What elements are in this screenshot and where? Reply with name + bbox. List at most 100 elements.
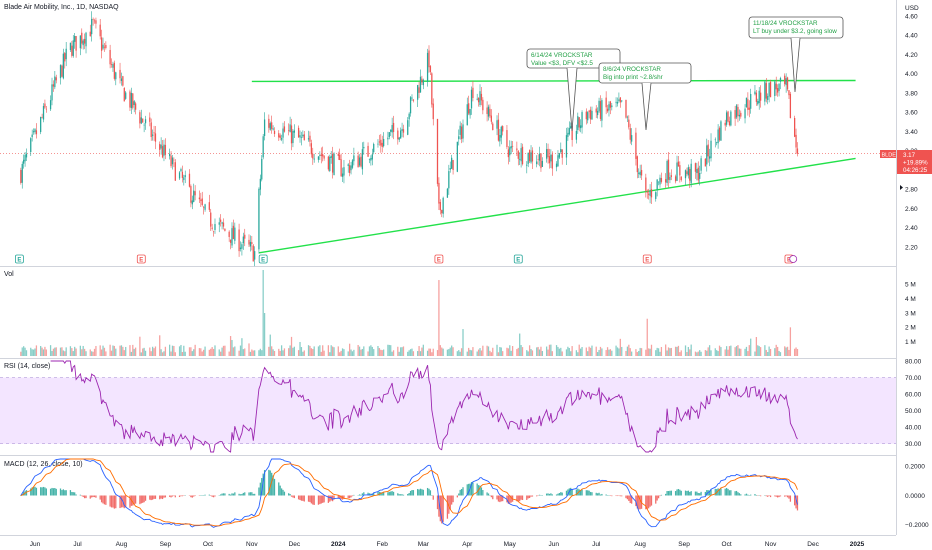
earnings-event-icon[interactable]: E: [513, 254, 523, 264]
macd-hist-bar: [487, 493, 490, 496]
macd-hist-bar: [690, 491, 692, 496]
candle-body: [540, 153, 542, 169]
macd-hist-bar: [755, 494, 758, 496]
macd-title[interactable]: MACD (12, 26, close, 10): [4, 461, 83, 468]
volume-bar: [788, 349, 790, 356]
earnings-event-icon[interactable]: E: [136, 254, 146, 264]
candle-body: [380, 139, 382, 146]
volume-bar: [262, 270, 264, 356]
volume-bar: [417, 351, 419, 356]
price-tick-label: 4.60: [905, 13, 918, 20]
volume-bar: [59, 347, 62, 356]
macd-hist-bar: [193, 495, 195, 497]
volume-bar: [429, 348, 432, 356]
candle-body: [750, 94, 752, 109]
macd-hist-bar: [239, 494, 242, 496]
macd-hist-bar: [788, 495, 790, 499]
macd-hist-bar: [92, 495, 94, 498]
volume-bar: [669, 348, 671, 356]
candle-body: [348, 165, 351, 173]
macd-hist-bar: [390, 491, 392, 496]
macd-hist-bar: [178, 495, 181, 498]
macd-hist-bar: [531, 495, 534, 497]
macd-hist-bar: [629, 495, 631, 504]
candle-body: [282, 128, 284, 138]
note-callout-2[interactable]: 8/6/24 VROCKSTAR Big into print ~2.8/shr: [598, 62, 692, 131]
macd-hist-bar: [400, 494, 402, 496]
candle-body: [64, 53, 66, 62]
trendline-support[interactable]: [258, 157, 856, 254]
candle-body: [601, 100, 603, 121]
volume-bar: [259, 348, 261, 356]
macd-hist-bar: [412, 490, 415, 496]
candle-body: [368, 158, 371, 160]
volume-bar: [764, 345, 766, 356]
earnings-event-icon[interactable]: E: [642, 254, 652, 264]
candle-body: [377, 143, 379, 145]
macd-hist-bar: [462, 487, 464, 496]
volume-bar: [31, 349, 33, 356]
symbol-title[interactable]: Blade Air Mobility, Inc., 1D, NASDAQ: [4, 4, 119, 11]
macd-hist-bar: [251, 492, 253, 496]
candle-body: [269, 123, 271, 130]
note-callout-3[interactable]: 11/18/24 VROCKSTAR LT buy under $3.2, go…: [748, 16, 844, 93]
macd-hist-bar: [570, 487, 572, 496]
volume-bar: [95, 345, 97, 356]
time-axis[interactable]: Jun Jul Aug Sep Oct Nov Dec 2024 Feb Mar Apr May Jun…: [30, 541, 865, 548]
volume-bar: [480, 350, 483, 356]
macd-hist-bar: [468, 483, 470, 496]
candle-body: [730, 111, 732, 126]
trendline-resistance[interactable]: [251, 79, 856, 83]
earnings-event-icon[interactable]: E: [434, 254, 444, 264]
macd-hist-bar: [282, 489, 284, 496]
macd-hist-bar: [659, 495, 661, 497]
candle-body: [347, 164, 349, 166]
volume-bar: [49, 345, 52, 356]
volume-bar: [387, 344, 389, 356]
macd-hist-bar: [34, 486, 36, 496]
volume-bar: [254, 350, 256, 356]
candle-body: [655, 192, 657, 199]
volume-bar: [154, 346, 157, 356]
macd-hist-bar: [320, 495, 322, 504]
candle-body: [181, 171, 184, 178]
volume-title[interactable]: Vol: [4, 271, 14, 278]
macd-hist-bar: [545, 493, 548, 496]
earnings-event-icon[interactable]: E: [15, 254, 24, 264]
earnings-event-icon[interactable]: E: [258, 254, 268, 264]
currency-label[interactable]: USD: [905, 5, 919, 12]
candle-body: [340, 159, 342, 177]
candle-body: [317, 156, 320, 160]
macd-hist-bar: [350, 495, 352, 498]
candle-body: [521, 146, 524, 165]
candle-body: [640, 169, 643, 176]
last-price-tag[interactable]: BLDE 3.17 +19.89% 04:26:25: [880, 150, 932, 174]
rsi-title[interactable]: RSI (14, close): [4, 363, 50, 370]
macd-hist-bar: [231, 493, 233, 496]
split-event-icon[interactable]: [789, 255, 798, 263]
candle-body: [635, 132, 637, 159]
time-tick-label: Jul: [73, 541, 82, 548]
candle-body: [757, 100, 759, 105]
candle-body: [75, 35, 77, 51]
macd-hist-bar: [32, 486, 35, 496]
macd-hist-bar: [221, 493, 223, 496]
volume-bar: [571, 346, 573, 356]
candle-body: [687, 167, 689, 176]
candle-body: [193, 190, 195, 202]
volume-bar: [776, 346, 779, 356]
candle-body: [631, 135, 633, 142]
candle-body: [244, 234, 246, 239]
macd-hist-bar: [310, 495, 312, 504]
note-callout-1[interactable]: 6/14/24 VROCKSTAR Value <$3, DFV <$2.5: [526, 48, 621, 132]
candle-body: [745, 97, 748, 108]
macd-hist-bar: [499, 495, 501, 503]
candle-body: [100, 37, 103, 51]
volume-bar: [462, 329, 464, 356]
time-tick-label: Aug: [116, 541, 128, 548]
candle-body: [786, 77, 789, 90]
macd-hist-bar: [585, 490, 587, 496]
candle-body: [25, 153, 28, 158]
macd-hist-bar: [479, 485, 481, 496]
